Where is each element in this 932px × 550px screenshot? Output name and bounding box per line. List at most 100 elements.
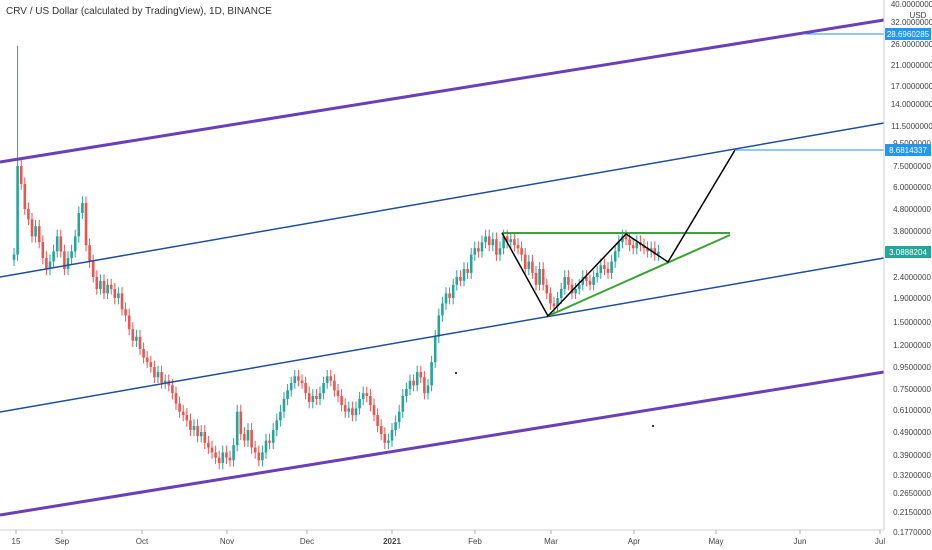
y-tick-label: 6.0000000 xyxy=(893,183,931,192)
candle-body xyxy=(474,248,477,254)
candle-body xyxy=(186,415,189,420)
candle-body xyxy=(513,239,516,245)
candle-body xyxy=(182,412,185,415)
candle-body xyxy=(16,166,19,255)
candle-body xyxy=(211,448,214,453)
candle-body xyxy=(276,420,279,430)
candle-body xyxy=(376,415,379,426)
price-tag-label: 8.6814337 xyxy=(889,146,927,155)
candle-body xyxy=(333,381,336,391)
candle-body xyxy=(150,362,153,367)
candle-body xyxy=(326,376,329,383)
candle-body xyxy=(200,432,203,436)
candle-body xyxy=(142,349,145,358)
candle-body xyxy=(304,383,307,393)
candle-body xyxy=(448,293,451,298)
candle-body xyxy=(340,396,343,405)
candle-body xyxy=(538,269,541,285)
candle-body xyxy=(218,458,221,463)
candle-body xyxy=(45,258,48,269)
candle-body xyxy=(319,393,322,399)
y-tick-label: 7.5000000 xyxy=(893,162,931,171)
candle-body xyxy=(146,358,149,363)
y-tick-label: 4.8000000 xyxy=(893,205,931,214)
y-tick-label: 1.9000000 xyxy=(893,294,931,303)
candle-body xyxy=(405,389,408,396)
candle-body xyxy=(110,285,113,289)
candle-body xyxy=(603,265,606,269)
candle-body xyxy=(394,422,397,430)
candle-body xyxy=(60,236,63,251)
candle-body xyxy=(492,239,495,245)
y-tick-label: 1.5000000 xyxy=(893,318,931,327)
candle-body xyxy=(607,269,610,273)
candle-body xyxy=(207,443,210,448)
candle-body xyxy=(222,452,225,463)
candle-body xyxy=(92,262,95,277)
candle-body xyxy=(362,393,365,399)
y-tick-label: 14.0000000 xyxy=(891,100,932,109)
candle-body xyxy=(85,203,88,245)
price-tag-label: 28.6960285 xyxy=(887,30,930,39)
candle-body xyxy=(358,399,361,408)
candle-body xyxy=(614,251,617,261)
y-tick-label: 0.4900000 xyxy=(893,428,931,437)
candle-body xyxy=(193,426,196,430)
y-tick-label: 0.3200000 xyxy=(893,471,931,480)
candle-body xyxy=(312,396,315,402)
candle-body xyxy=(232,445,235,460)
y-axis: USD 40.0000000 32.0000000 26.0000000 21.000… xyxy=(884,0,932,537)
candle-body xyxy=(308,393,311,402)
candle-body xyxy=(412,381,415,386)
candle-body xyxy=(434,337,437,362)
candle-body xyxy=(196,426,199,436)
candle-body xyxy=(189,420,192,430)
candle-body xyxy=(175,393,178,403)
y-tick-label: 1.2000000 xyxy=(893,341,931,350)
candle-body xyxy=(132,329,135,341)
y-tick-label: 0.6100000 xyxy=(893,406,931,415)
x-tick-label: Nov xyxy=(220,537,234,546)
candle-body xyxy=(398,412,401,423)
channel-line xyxy=(0,123,884,277)
candle-body xyxy=(254,448,257,453)
candle-body xyxy=(261,452,264,460)
candle-body xyxy=(546,285,549,294)
candle-body xyxy=(402,396,405,412)
candle-body xyxy=(88,245,91,261)
candle-body xyxy=(301,381,304,383)
candle-body xyxy=(369,396,372,405)
candle-body xyxy=(178,404,181,412)
candle-body xyxy=(430,362,433,385)
candle-body xyxy=(290,383,293,390)
x-tick-label: Dec xyxy=(300,537,314,546)
candle-body xyxy=(481,242,484,251)
candle-body xyxy=(225,452,228,457)
candle-body xyxy=(204,432,207,443)
candle-body xyxy=(456,277,459,285)
marker-dot xyxy=(652,425,654,427)
channel-line xyxy=(0,20,884,162)
candle-body xyxy=(366,393,369,396)
x-axis: 15 Sep Oct Nov Dec 2021 Feb Mar Apr May Jun Jul xyxy=(0,530,885,546)
y-tick-label: 0.2150000 xyxy=(893,508,931,517)
candle-body xyxy=(160,372,163,383)
candle-body xyxy=(610,262,613,273)
candle-body xyxy=(380,426,383,434)
candle-body xyxy=(459,277,462,281)
price-tag-label: 3.0888204 xyxy=(889,248,927,257)
candle-body xyxy=(531,262,534,273)
candle-body xyxy=(315,396,318,399)
candle-body xyxy=(157,372,160,377)
candle-body xyxy=(52,251,55,261)
candle-body xyxy=(445,293,448,303)
rising-support xyxy=(548,235,730,316)
candle-body xyxy=(297,376,300,380)
candle-body xyxy=(283,399,286,412)
y-tick-label: 0.2650000 xyxy=(893,489,931,498)
y-tick-label: 17.0000000 xyxy=(891,82,932,91)
candle-body xyxy=(596,273,599,277)
candle-body xyxy=(56,236,59,251)
candle-body xyxy=(578,285,581,289)
candle-body xyxy=(542,269,545,285)
